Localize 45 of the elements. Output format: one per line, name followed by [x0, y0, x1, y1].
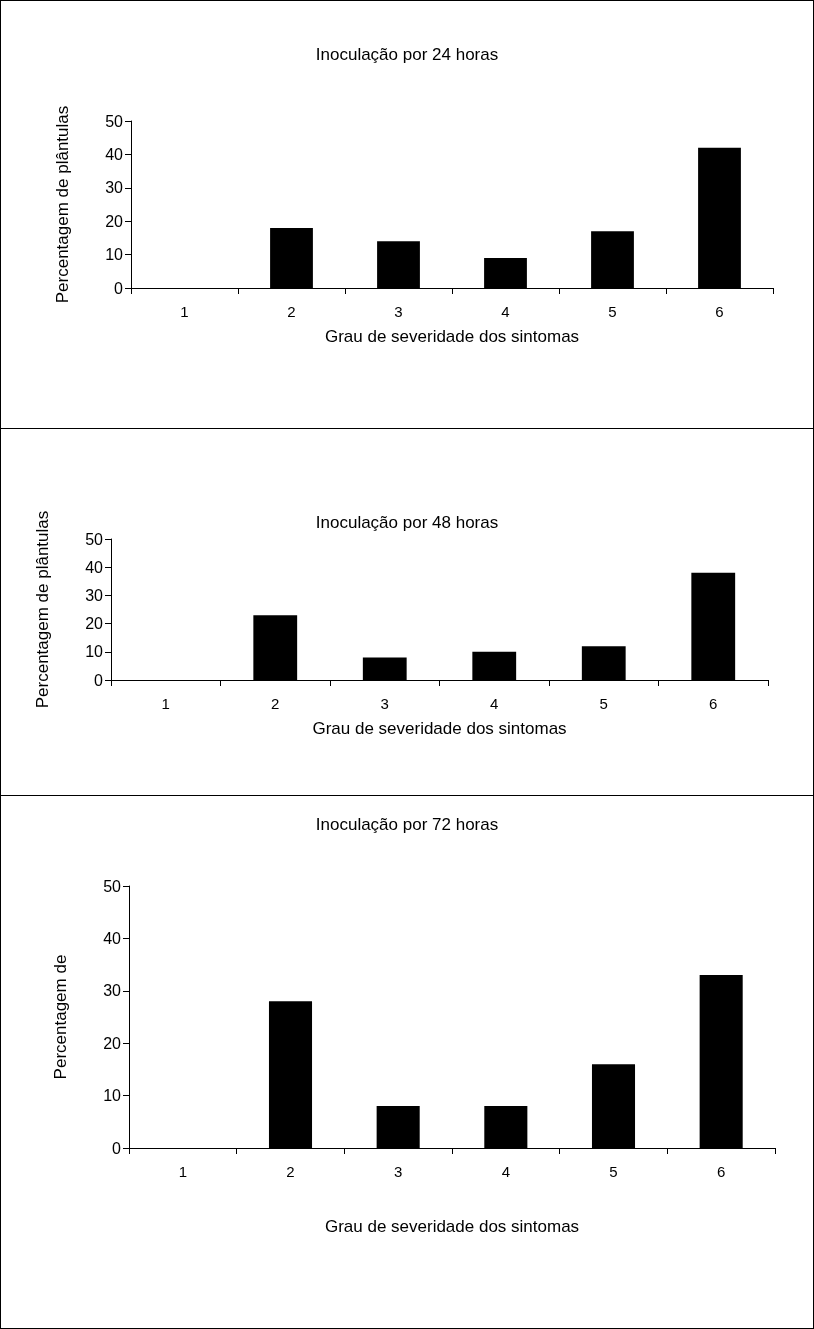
y-axis-title: Percentagem de plântulas: [53, 105, 72, 304]
x-tick-label: 3: [394, 303, 403, 320]
y-tick-label: 10: [103, 1087, 122, 1105]
y-axis-title: Percentagem de plântulas: [33, 510, 52, 709]
y-tick-label: 10: [105, 246, 124, 264]
y-tick-label: 40: [103, 929, 122, 947]
x-axis-title: Grau de severidade dos sintomas: [324, 327, 580, 346]
x-tick-label: 2: [287, 303, 296, 320]
y-tick-label: 10: [85, 643, 104, 661]
chart-title: Inoculação por 48 horas: [315, 513, 499, 532]
x-tick-label: 3: [380, 695, 389, 712]
y-axis-title: Percentagem de: [51, 954, 70, 1080]
x-tick-label: 4: [501, 1163, 511, 1180]
x-tick-label: 2: [271, 695, 280, 712]
y-tick-label: 50: [85, 530, 104, 548]
x-tick-label: 5: [608, 303, 617, 320]
y-tick-label: 20: [85, 615, 104, 633]
x-tick-label: 3: [393, 1163, 403, 1180]
y-tick-label: 30: [103, 982, 122, 1000]
x-tick-label: 4: [501, 303, 510, 320]
x-tick-label: 4: [490, 695, 499, 712]
y-tick-label: 0: [94, 671, 104, 689]
x-tick-label: 1: [161, 695, 170, 712]
chart-title: Inoculação por 24 horas: [315, 45, 499, 64]
y-tick-label: 50: [103, 877, 122, 895]
y-tick-label: 20: [103, 1034, 122, 1052]
chart-title: Inoculação por 72 horas: [315, 815, 499, 834]
x-tick-label: 6: [715, 303, 724, 320]
x-tick-label: 2: [286, 1163, 295, 1180]
y-tick-label: 0: [112, 1139, 122, 1157]
y-tick-label: 0: [114, 279, 124, 297]
x-tick-label: 5: [599, 695, 608, 712]
x-axis-title: Grau de severidade dos sintomas: [312, 719, 567, 738]
x-tick-label: 5: [609, 1163, 618, 1180]
y-tick-label: 40: [85, 558, 104, 576]
y-tick-label: 20: [105, 212, 124, 230]
y-tick-label: 30: [105, 179, 124, 197]
y-tick-label: 30: [85, 586, 104, 604]
x-tick-label: 1: [178, 1163, 188, 1180]
x-axis-title: Grau de severidade dos sintomas: [324, 1217, 580, 1236]
y-tick-label: 40: [105, 145, 124, 163]
y-tick-label: 50: [105, 112, 124, 130]
x-tick-label: 6: [709, 695, 718, 712]
x-tick-label: 1: [180, 303, 189, 320]
x-tick-label: 6: [716, 1163, 726, 1180]
